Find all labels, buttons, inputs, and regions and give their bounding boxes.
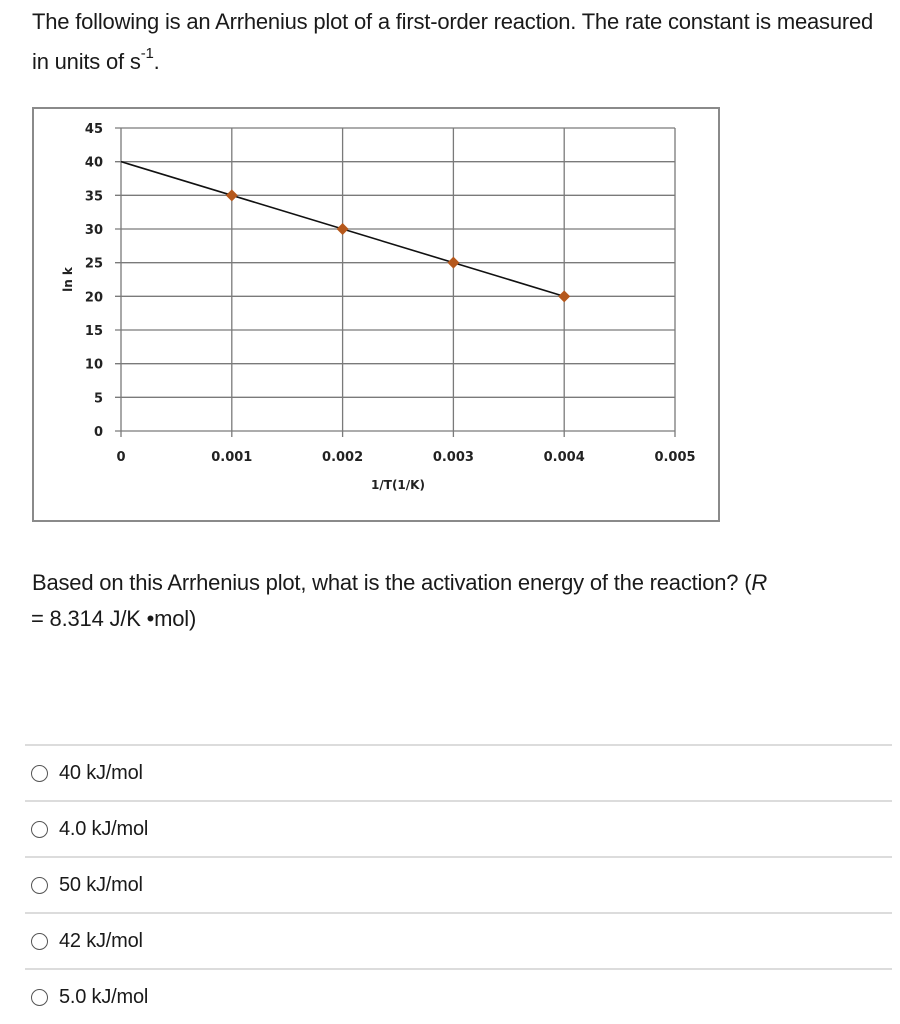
x-tick-label: 0.001 — [211, 450, 252, 465]
question-body: Based on this Arrhenius plot, what is th… — [32, 570, 752, 595]
option-label: 50 kJ/mol — [59, 873, 143, 896]
x-tick-label: 0.002 — [322, 450, 363, 465]
y-tick-label: 10 — [85, 358, 103, 373]
prompt-text: The following is an Arrhenius plot of a … — [32, 9, 874, 74]
chart-plot-area: 0 5 10 15 20 25 30 35 40 45 0 0.001 0.002 0.003 0.004 0… — [61, 122, 696, 492]
answer-option-3[interactable]: 50 kJ/mol — [25, 856, 892, 912]
y-tick-label: 15 — [85, 324, 103, 339]
answer-option-4[interactable]: 42 kJ/mol — [25, 912, 892, 968]
x-tick-label: 0.005 — [654, 450, 695, 465]
x-tick-label: 0.004 — [544, 450, 585, 465]
question-prompt: The following is an Arrhenius plot of a … — [32, 2, 882, 82]
data-point-diamond-icon — [225, 189, 238, 202]
x-tick-label: 0.003 — [433, 450, 474, 465]
y-tick-label: 0 — [94, 425, 103, 440]
answer-options: 40 kJ/mol 4.0 kJ/mol 50 kJ/mol 42 kJ/mol… — [25, 744, 892, 1024]
option-label: 5.0 kJ/mol — [59, 985, 149, 1008]
answer-option-2[interactable]: 4.0 kJ/mol — [25, 800, 892, 856]
r-symbol: R — [751, 570, 768, 595]
x-tick-label: 0 — [116, 450, 125, 465]
option-label: 4.0 kJ/mol — [59, 817, 149, 840]
y-tick-label: 20 — [85, 290, 103, 305]
x-axis-title: 1/T(1/K) — [371, 478, 425, 492]
radio-button-icon[interactable] — [31, 876, 48, 894]
y-tick-label: 5 — [94, 391, 103, 406]
data-point-diamond-icon — [558, 290, 571, 303]
radio-button-icon[interactable] — [31, 764, 48, 782]
answer-option-5[interactable]: 5.0 kJ/mol — [25, 968, 892, 1024]
prompt-superscript: -1 — [140, 44, 154, 62]
radio-button-icon[interactable] — [31, 988, 48, 1006]
data-point-diamond-icon — [447, 256, 460, 269]
option-label: 42 kJ/mol — [59, 929, 143, 952]
answer-option-1[interactable]: 40 kJ/mol — [25, 744, 892, 800]
question-text: Based on this Arrhenius plot, what is th… — [31, 565, 882, 637]
y-tick-label: 45 — [85, 122, 103, 137]
option-label: 40 kJ/mol — [59, 761, 143, 784]
y-tick-label: 30 — [85, 223, 103, 238]
arrhenius-chart: 0 5 10 15 20 25 30 35 40 45 0 0.001 0.002 0.003 0.004 0… — [32, 107, 720, 522]
y-tick-label: 25 — [85, 257, 103, 272]
y-tick-label: 35 — [85, 189, 103, 204]
radio-button-icon[interactable] — [31, 820, 48, 838]
y-axis-title: ln k — [61, 266, 75, 292]
data-point-diamond-icon — [336, 223, 349, 235]
prompt-period: . — [153, 49, 160, 74]
radio-button-icon[interactable] — [31, 932, 48, 950]
y-tick-label: 40 — [85, 156, 103, 171]
r-value: = 8.314 J/K •mol) — [31, 606, 197, 631]
